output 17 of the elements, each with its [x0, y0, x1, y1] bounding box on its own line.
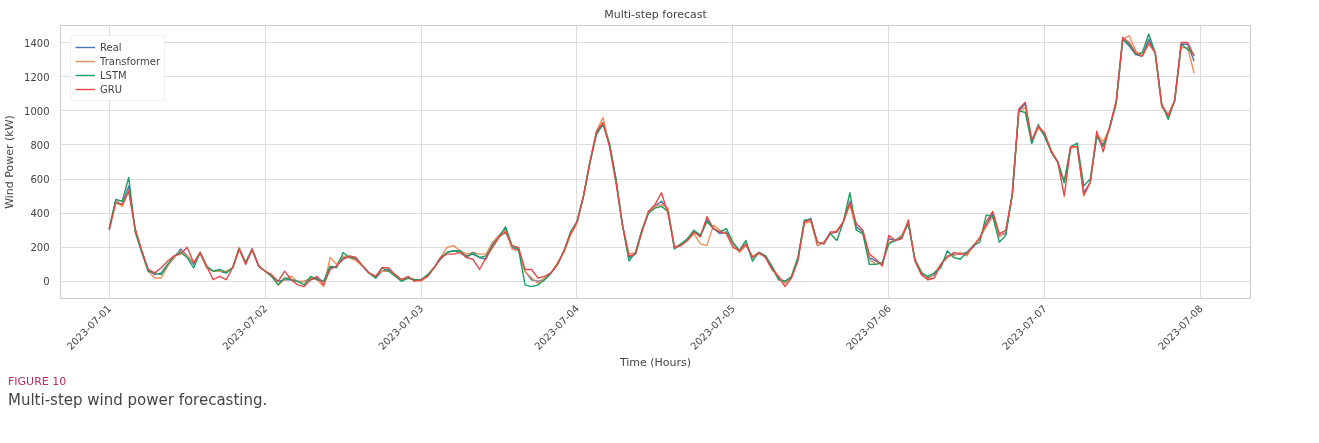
legend-label: Real [100, 40, 122, 54]
legend-label: Transformer [100, 54, 161, 68]
y-axis-title: Wind Power (kW) [3, 115, 17, 209]
y-tick-label: 400 [30, 208, 50, 220]
y-tick-label: 0 [43, 276, 50, 288]
y-tick-label: 1400 [24, 37, 50, 49]
y-tick-label: 600 [30, 174, 50, 186]
legend-label: LSTM [100, 68, 127, 82]
text: Multi-step wind power forecasting. [8, 389, 268, 411]
chart-title: Multi-step forecast [604, 7, 708, 21]
y-tick-label: 800 [30, 139, 50, 151]
x-axis-title: Time (Hours) [618, 356, 692, 370]
caption: FIGURE 10 [8, 374, 67, 390]
y-tick-label: 1000 [24, 105, 50, 117]
y-tick-label: 1200 [24, 71, 50, 83]
y-tick-label: 200 [30, 242, 50, 254]
legend-label: GRU [100, 82, 123, 96]
